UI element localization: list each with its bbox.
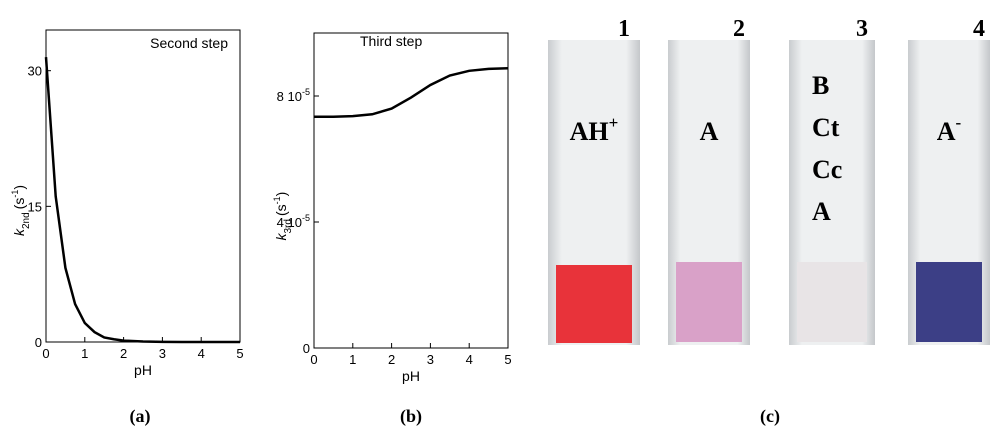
y-axis-label-part: (s [11, 198, 27, 210]
y-tick-label-exponent: -5 [302, 213, 310, 223]
y-tick-label-base: 8 10 [277, 89, 302, 104]
species-text: A [812, 197, 831, 226]
x-tick-label: 1 [81, 346, 88, 361]
panel-label: (b) [400, 406, 422, 427]
y-axis-label: k2nd (s-1) [10, 185, 32, 236]
y-axis-label-part: -1 [10, 190, 20, 198]
y-axis-label: k3rd (s-1) [272, 192, 294, 241]
species-label: Ct [812, 113, 840, 142]
species-text: AH [570, 117, 609, 146]
y-axis-label-part: k [11, 228, 27, 236]
y-axis-label-part: (s [273, 204, 289, 216]
liquid [797, 262, 867, 342]
species-text: A [700, 117, 719, 146]
x-tick-label: 2 [388, 352, 395, 367]
cuvette-number: 3 [856, 16, 868, 42]
x-axis-label: pH [402, 368, 420, 384]
species-text: Ct [812, 113, 840, 142]
y-tick-label-exponent: -5 [302, 87, 310, 97]
plot-frame [313, 32, 509, 349]
y-axis-label-part: -1 [272, 196, 282, 204]
species-label: A [700, 117, 719, 146]
x-tick-label: 0 [42, 346, 49, 361]
y-tick-label: 4 10-5 [277, 213, 310, 230]
species-label: A- [937, 113, 962, 146]
data-line [44, 57, 240, 344]
species-superscript: - [956, 113, 962, 132]
x-tick-label: 3 [427, 352, 434, 367]
plot-frame [45, 29, 241, 343]
liquid [916, 262, 982, 342]
y-tick-label: 15 [28, 199, 42, 214]
species-label: A [812, 197, 831, 226]
species-text: A [937, 117, 956, 146]
cuvette-number: 2 [733, 16, 745, 42]
y-tick-label: 0 [35, 335, 42, 350]
y-axis-label-part: ) [273, 192, 289, 197]
x-tick-label: 5 [504, 352, 511, 367]
x-tick-label: 5 [236, 346, 243, 361]
cuvettes [548, 40, 990, 345]
species-label: B [812, 71, 829, 100]
species-text: B [812, 71, 829, 100]
x-tick-label: 0 [310, 352, 317, 367]
annotation: Third step [360, 33, 422, 49]
y-tick-label: 30 [28, 64, 42, 79]
panel-label: (c) [760, 406, 780, 427]
x-axis-label: pH [134, 362, 152, 378]
panel-label: (a) [130, 406, 151, 427]
species-label: Cc [812, 155, 842, 184]
liquid [556, 265, 632, 343]
data-line [314, 67, 509, 119]
annotation: Second step [150, 35, 228, 51]
cuvette-number: 4 [973, 16, 985, 42]
x-tick-label: 1 [349, 352, 356, 367]
x-tick-label: 2 [120, 346, 127, 361]
y-axis-label-part: ) [11, 185, 27, 190]
species-superscript: + [609, 113, 619, 132]
y-axis-label-part: 2nd [21, 212, 32, 229]
x-tick-label: 4 [466, 352, 473, 367]
liquid [676, 262, 742, 342]
species-label: AH+ [570, 113, 619, 146]
species-text: Cc [812, 155, 842, 184]
x-tick-label: 4 [198, 346, 205, 361]
y-tick-label: 8 10-5 [277, 87, 310, 104]
y-axis-label-part: 3rd [283, 219, 294, 233]
y-tick-label-base: 4 10 [277, 215, 302, 230]
y-axis-label-part: k [273, 233, 289, 241]
cuvette-number: 1 [618, 16, 630, 42]
x-tick-label: 3 [159, 346, 166, 361]
y-tick-label: 0 [303, 341, 310, 356]
